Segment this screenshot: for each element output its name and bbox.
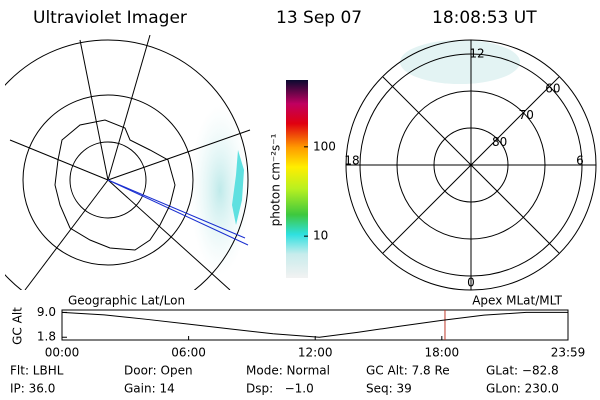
lat-ring [396, 90, 546, 240]
mlt-label: 18 [344, 154, 359, 168]
y-axis-label: GC Alt [11, 307, 25, 345]
info-field: GLat: −82.8 [486, 364, 559, 378]
left-label: Geographic Lat/Lon [68, 294, 185, 308]
lat-label: 70 [519, 108, 534, 122]
info-field: Dsp: −1.0 [246, 382, 314, 396]
info-field: IP: 36.0 [10, 382, 55, 396]
info-field: GC Alt: 7.8 Re [366, 364, 450, 378]
y-tick-label: 9.0 [37, 305, 56, 319]
colorbar-label: photon cm⁻²s⁻¹ [269, 133, 283, 226]
x-tick-label: 00:00 [45, 346, 80, 360]
info-field: GLon: 230.0 [486, 382, 559, 396]
right-label: Apex MLat/MLT [472, 294, 562, 308]
lat-ring [433, 127, 509, 203]
colorbar [286, 80, 308, 278]
alt-line [61, 311, 568, 338]
geo-map [5, 35, 251, 290]
colorbar-tick-label: 10 [313, 229, 328, 243]
title: Ultraviolet Imager [33, 8, 187, 28]
info-field: Door: Open [124, 364, 193, 378]
colorbar-tick-label: 100 [313, 139, 336, 153]
lat-label: 80 [492, 135, 507, 149]
x-tick-label: 06:00 [171, 346, 206, 360]
lat-label: 60 [545, 82, 560, 96]
lat-ring [359, 53, 583, 277]
time: 18:08:53 UT [432, 8, 537, 28]
x-tick-label: 18:00 [425, 346, 460, 360]
x-tick-label: 23:59 [551, 346, 586, 360]
info-field: Mode: Normal [246, 364, 330, 378]
info-field: Gain: 14 [124, 382, 175, 396]
mlt-label: 12 [469, 47, 484, 61]
info-field: Seq: 39 [366, 382, 412, 396]
y-tick-label: 1.8 [37, 330, 56, 344]
mlt-label: 6 [576, 154, 584, 168]
polar-plot [345, 39, 597, 291]
mlt-label: 0 [467, 276, 475, 290]
date: 13 Sep 07 [276, 8, 362, 28]
x-tick-label: 12:00 [298, 346, 333, 360]
info-field: Flt: LBHL [10, 364, 64, 378]
